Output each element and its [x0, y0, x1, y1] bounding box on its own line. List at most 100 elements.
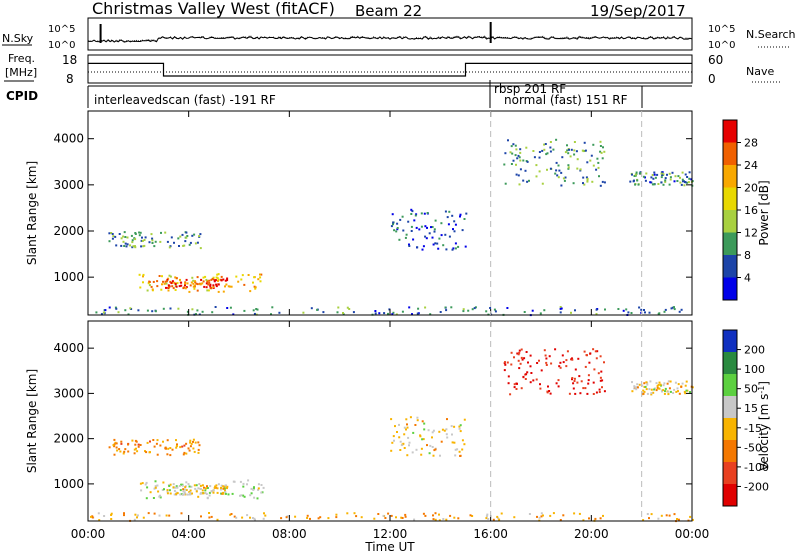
power-cell	[535, 175, 538, 178]
velocity-cell	[498, 518, 501, 521]
velocity-cell	[224, 492, 227, 495]
power-cell	[259, 280, 262, 283]
power-cell	[560, 171, 563, 174]
velocity-cell	[580, 380, 583, 383]
power-cell	[601, 180, 604, 183]
velocity-cell	[252, 488, 255, 491]
power-cell	[440, 234, 443, 237]
power-cell	[678, 310, 681, 313]
velocity-cell	[257, 488, 260, 491]
velocity-cell	[198, 483, 201, 485]
power-cell	[447, 223, 450, 226]
colorbar-frame	[722, 329, 738, 507]
power-cell	[387, 312, 389, 315]
velocity-cell	[253, 496, 256, 499]
velocity-cell	[434, 512, 437, 515]
power-cell	[398, 238, 401, 241]
y-tick-label: 4000	[53, 132, 84, 146]
colorbar-swatch	[723, 462, 737, 485]
velocity-cell	[182, 453, 185, 456]
power-cell	[518, 183, 521, 186]
power-cell	[671, 171, 674, 174]
power-cell	[148, 241, 151, 244]
velocity-cell	[522, 375, 525, 378]
power-cell	[650, 176, 653, 179]
velocity-cell	[113, 445, 116, 448]
power-cell	[433, 230, 436, 233]
power-cell	[171, 280, 174, 283]
velocity-cell	[513, 386, 516, 389]
velocity-cell	[599, 355, 602, 358]
velocity-cell	[181, 493, 184, 496]
velocity-cell	[530, 372, 533, 374]
power-cell	[201, 310, 204, 313]
velocity-colorbar-label-sup: -1	[757, 386, 766, 394]
velocity-cell	[309, 517, 311, 520]
velocity-cell	[189, 441, 192, 444]
power-cell	[130, 234, 133, 237]
velocity-cell	[634, 386, 637, 389]
power-cell	[573, 149, 576, 152]
velocity-cell	[668, 387, 671, 390]
velocity-cell	[222, 492, 225, 495]
colorbar-tick-label: 12	[744, 227, 758, 240]
power-cell	[413, 219, 416, 222]
velocity-cell	[517, 359, 520, 362]
power-cell	[186, 310, 189, 313]
y-tick-label: 2000	[53, 432, 84, 446]
velocity-cell	[642, 519, 645, 522]
power-cell	[560, 307, 563, 310]
velocity-cell	[108, 446, 111, 449]
velocity-cell	[199, 488, 202, 490]
velocity-cell	[133, 518, 136, 521]
velocity-cell	[587, 382, 590, 385]
velocity-cell	[171, 448, 174, 451]
power-cell	[595, 308, 598, 311]
power-cell	[509, 151, 512, 154]
velocity-cell	[175, 485, 178, 488]
power-cell	[687, 181, 690, 184]
velocity-cell	[406, 426, 409, 429]
velocity-cell	[180, 493, 183, 496]
power-cell	[644, 179, 647, 182]
power-cell	[448, 235, 451, 238]
velocity-cell	[536, 362, 539, 364]
power-cell	[494, 310, 497, 313]
velocity-cell	[223, 485, 226, 488]
power-cell	[673, 180, 676, 183]
velocity-cell	[646, 383, 649, 386]
velocity-cell	[306, 517, 309, 519]
power-cell	[254, 287, 257, 290]
power-cell	[191, 234, 194, 237]
power-cell	[95, 311, 98, 314]
velocity-cell	[198, 444, 201, 447]
velocity-cell	[453, 441, 456, 444]
velocity-cell	[558, 365, 561, 368]
velocity-cell	[540, 369, 543, 372]
velocity-cell	[572, 387, 575, 390]
velocity-cell	[668, 514, 671, 517]
velocity-cell	[235, 516, 238, 519]
power-ylabel: Slant Range [km]	[25, 161, 39, 265]
power-cell	[591, 180, 594, 183]
velocity-cell	[145, 497, 148, 500]
power-cell	[459, 213, 462, 216]
velocity-cell	[199, 484, 202, 487]
velocity-cell	[390, 418, 393, 421]
velocity-cell	[159, 444, 162, 447]
date-label: 19/Sep/2017	[590, 2, 686, 20]
velocity-cell	[373, 517, 376, 520]
velocity-cell	[518, 351, 521, 354]
power-cell	[186, 235, 189, 237]
power-cell	[217, 290, 220, 293]
velocity-cell	[599, 517, 602, 520]
velocity-cell	[222, 487, 225, 490]
velocity-cell	[660, 389, 663, 392]
power-cell	[518, 156, 521, 159]
velocity-cell	[432, 518, 435, 521]
power-cell	[454, 242, 457, 245]
velocity-cell	[168, 514, 171, 517]
power-cell	[651, 183, 654, 186]
power-cell	[271, 306, 274, 309]
velocity-cell	[110, 518, 113, 520]
